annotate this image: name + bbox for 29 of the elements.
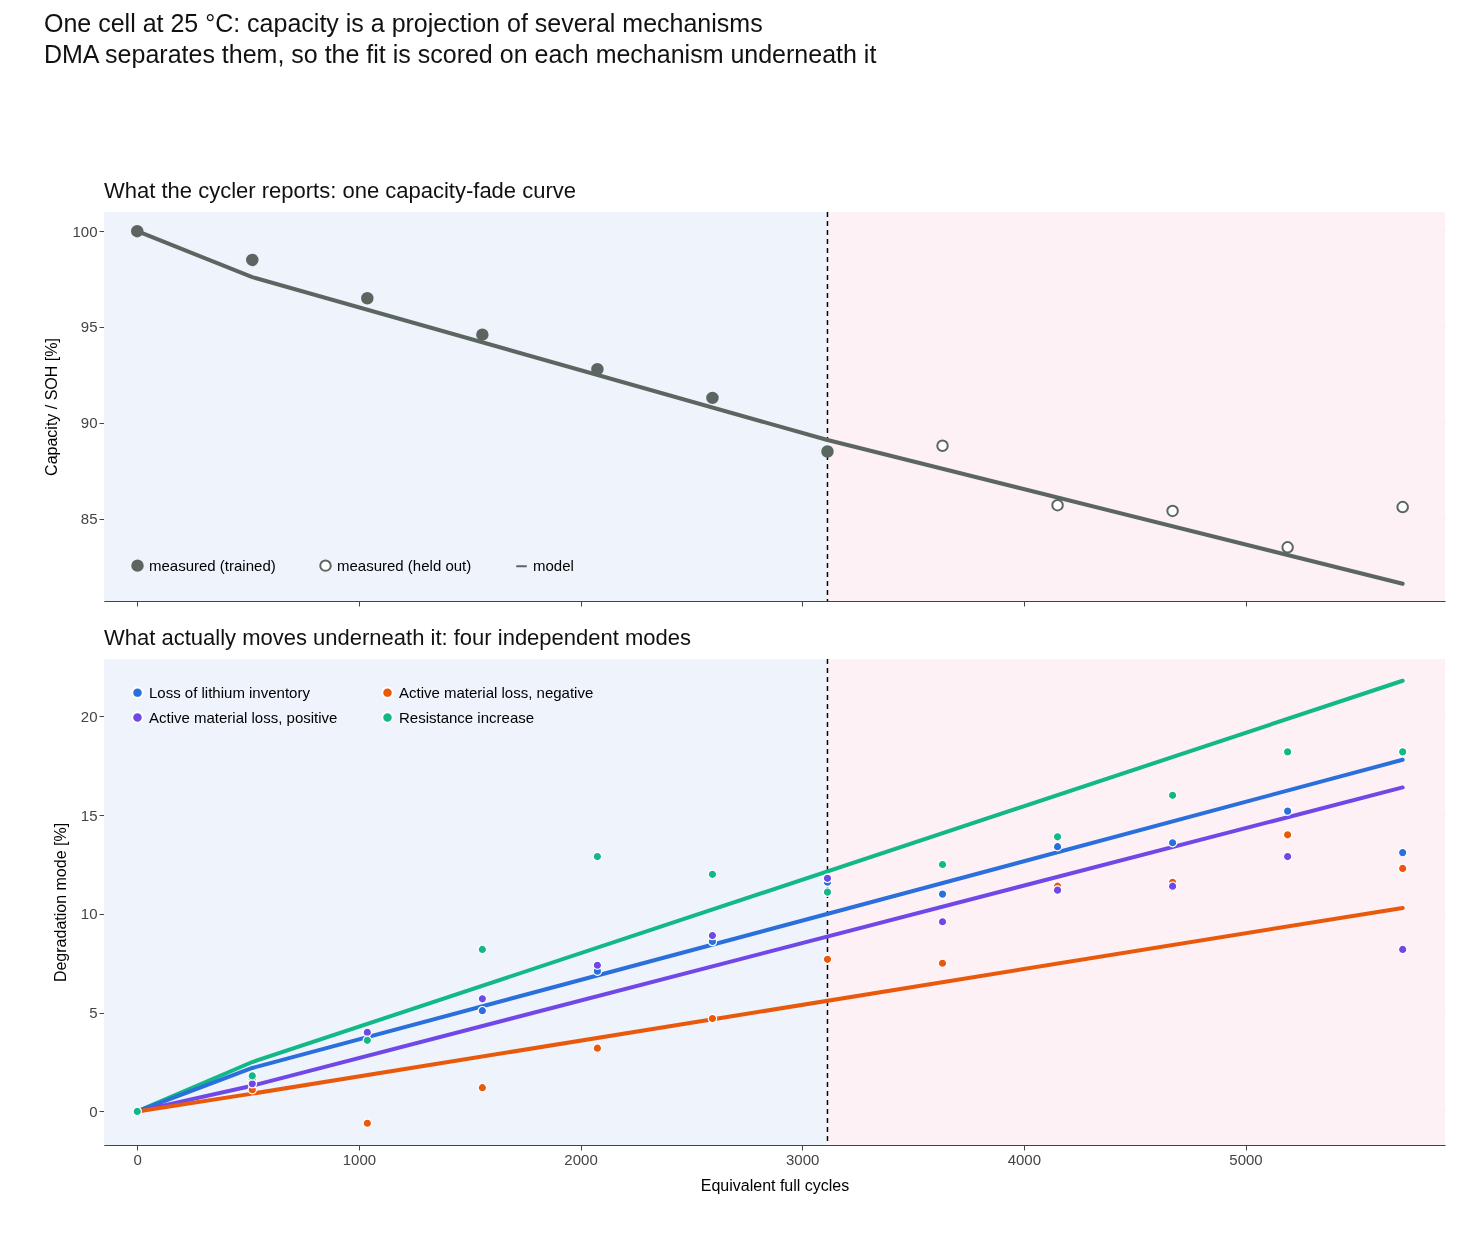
legend-label: model	[533, 557, 574, 575]
y-tick-label: 0	[89, 1102, 98, 1120]
legend-label: Active material loss, negative	[399, 683, 594, 701]
text: DMA separates them, so the fit is scored on each mechanism underneath it	[43, 40, 877, 69]
legend-label: Active material loss, positive	[149, 708, 338, 726]
x-tick-label: 2000	[564, 1150, 598, 1168]
x-axis-title: Equivalent full cycles	[700, 1176, 850, 1194]
y-tick-label: 15	[80, 806, 98, 824]
text: One cell at 25 °C: capacity is a projection of several mechanisms	[43, 9, 763, 38]
x-tick-label: 1000	[342, 1150, 377, 1168]
y-tick-label: 90	[80, 414, 98, 432]
y-tick-label: 10	[80, 905, 98, 923]
chart-title: What actually moves underneath it: four independent modes	[104, 625, 692, 651]
legend-label: Resistance increase	[399, 708, 535, 726]
y-tick-label: 100	[72, 222, 98, 240]
x-tick-label: 4000	[1007, 1150, 1042, 1168]
y-tick-label: 95	[80, 318, 98, 336]
legend-label: Loss of lithium inventory	[149, 683, 311, 701]
legend-label: measured (trained)	[149, 556, 276, 574]
x-tick-label: 3000	[786, 1150, 820, 1168]
y-tick-label: 20	[80, 707, 98, 725]
x-tick-label: 5000	[1229, 1150, 1263, 1168]
legend-label: measured (held out)	[337, 556, 472, 574]
y-axis-title: Degradation mode [%]	[51, 822, 69, 983]
y-axis-title: Capacity / SOH [%]	[43, 338, 61, 476]
y-tick-label: 5	[89, 1004, 98, 1022]
y-tick-label: 85	[80, 510, 98, 528]
chart-title: What the cycler reports: one capacity-fade curve	[104, 178, 576, 204]
x-tick-label: 0	[133, 1150, 142, 1168]
